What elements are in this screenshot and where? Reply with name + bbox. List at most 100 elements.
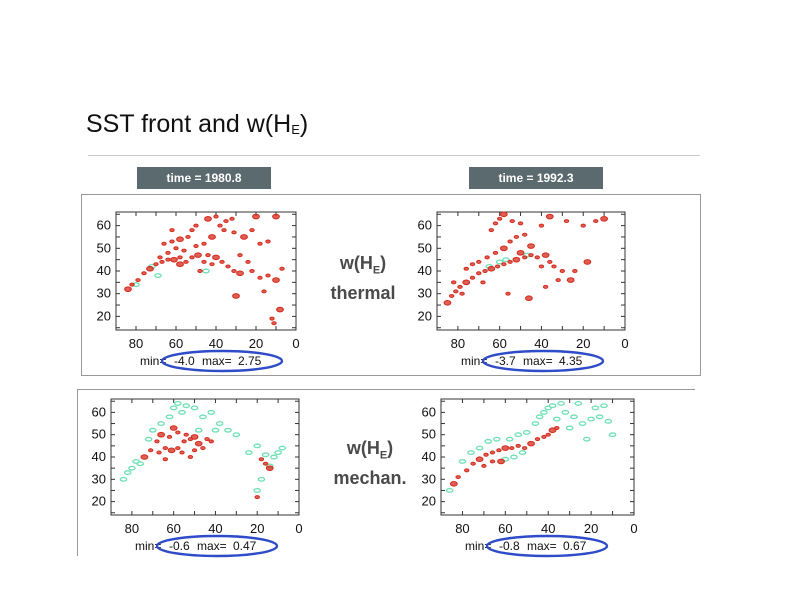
y-tick-label: 50	[422, 427, 436, 442]
y-tick-label: 40	[418, 263, 432, 278]
positive-contour-point	[492, 221, 499, 226]
x-tick-label: 80	[455, 521, 469, 536]
negative-contour-point	[570, 414, 578, 420]
positive-contour-point	[534, 255, 540, 260]
y-tick-label: 60	[418, 218, 432, 233]
positive-contour-point	[541, 434, 547, 439]
thermal-row-frame	[81, 194, 701, 376]
positive-contour-point	[482, 269, 488, 273]
positive-contour-point	[464, 468, 470, 473]
positive-contour-point	[496, 448, 502, 453]
positive-contour-point	[545, 213, 554, 220]
negative-contour-point	[484, 438, 493, 444]
positive-contour-point	[194, 440, 203, 447]
positive-contour-point	[488, 228, 495, 233]
y-tick-label: 60	[97, 218, 111, 233]
negative-contour-point	[510, 454, 518, 460]
positive-contour-point	[265, 465, 274, 471]
negative-contour-point	[552, 416, 561, 422]
positive-contour-point	[141, 271, 147, 276]
positive-contour-point	[528, 253, 534, 258]
positive-contour-point	[483, 452, 489, 457]
positive-contour-point	[185, 234, 191, 239]
negative-contour-point	[274, 450, 282, 455]
positive-contour-point	[129, 282, 135, 287]
positive-contour-point	[169, 228, 175, 233]
positive-contour-point	[147, 448, 154, 453]
positive-contour-point	[505, 291, 511, 296]
negative-contour-point	[123, 470, 132, 476]
positive-contour-point	[501, 445, 510, 451]
positive-contour-point	[566, 277, 575, 283]
positive-contour-point	[231, 269, 237, 273]
positive-contour-point	[476, 271, 482, 276]
positive-contour-point	[463, 266, 469, 271]
positive-contour-point	[162, 457, 169, 462]
negative-contour-point	[535, 414, 544, 420]
positive-contour-point	[189, 228, 195, 233]
positive-contour-point	[522, 232, 528, 237]
positive-contour-point	[189, 255, 195, 260]
positive-contour-point	[541, 252, 550, 258]
positive-contour-point	[593, 219, 599, 224]
positive-contour-point	[157, 431, 166, 438]
negative-contour-point	[253, 488, 262, 493]
positive-contour-point	[173, 246, 179, 251]
negative-contour-point	[565, 425, 574, 431]
title-divider	[88, 155, 700, 156]
max-label: max=	[197, 539, 227, 553]
positive-contour-point	[175, 430, 181, 435]
negative-contour-point	[270, 454, 278, 460]
negative-contour-point	[173, 401, 182, 406]
x-tick-label: 40	[209, 336, 223, 351]
x-tick-label: 20	[576, 336, 590, 351]
positive-contour-point	[205, 253, 211, 258]
positive-contour-point	[462, 279, 471, 286]
min-value: -0.6	[169, 539, 190, 553]
negative-contour-point	[514, 432, 523, 438]
positive-contour-point	[554, 426, 560, 430]
positive-contour-point	[494, 264, 501, 269]
positive-contour-point	[249, 228, 255, 233]
negative-contour-point	[458, 459, 467, 464]
positive-contour-point	[179, 450, 185, 455]
positive-contour-point	[501, 262, 507, 267]
positive-contour-point	[517, 221, 524, 226]
positive-contour-point	[481, 463, 487, 468]
positive-contour-point	[572, 269, 578, 273]
positive-contour-point	[487, 265, 496, 272]
positive-contour-point	[497, 458, 505, 465]
positive-contour-point	[484, 255, 490, 260]
x-tick-label: 0	[295, 521, 302, 536]
negative-contour-point	[561, 409, 570, 415]
x-tick-label: 60	[166, 521, 180, 536]
positive-contour-point	[509, 446, 515, 451]
max-value: 2.75	[238, 354, 262, 368]
positive-contour-point	[200, 446, 206, 451]
positive-contour-point	[527, 243, 535, 249]
positive-contour-point	[555, 278, 561, 283]
positive-contour-point	[181, 248, 187, 253]
positive-contour-point	[191, 448, 198, 453]
positive-contour-point	[237, 253, 243, 258]
min-label: min=	[140, 354, 166, 368]
negative-contour-point	[199, 414, 207, 420]
min-label: min=	[465, 539, 491, 553]
y-tick-label: 20	[422, 494, 436, 509]
x-tick-label: 60	[498, 521, 512, 536]
negative-contour-point	[128, 465, 136, 471]
y-tick-label: 20	[418, 308, 432, 323]
thermal-row-label: w(HE) thermal	[330, 253, 396, 303]
negative-contour-point	[136, 461, 145, 467]
positive-contour-point	[451, 280, 457, 285]
y-tick-label: 50	[92, 427, 106, 442]
positive-contour-point	[225, 264, 231, 269]
positive-contour-point	[208, 439, 214, 444]
positive-contour-point	[469, 262, 476, 267]
negative-contour-point	[540, 409, 548, 415]
negative-contour-point	[522, 430, 531, 435]
positive-contour-point	[183, 259, 189, 264]
max-value: 0.67	[563, 539, 587, 553]
y-tick-label: 50	[97, 240, 111, 255]
